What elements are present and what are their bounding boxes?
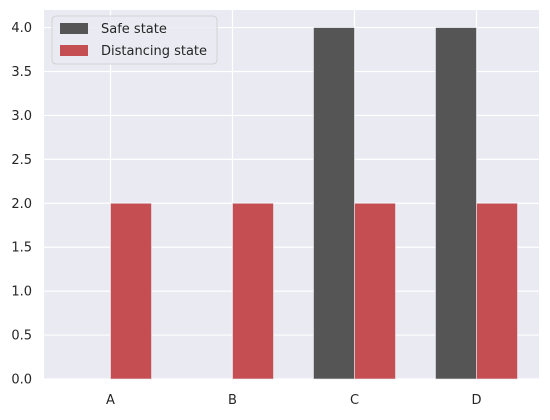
legend-label-distancing-state: Distancing state — [101, 44, 207, 59]
legend-swatch-safe-state — [60, 23, 88, 34]
legend: Safe state Distancing state — [51, 15, 218, 65]
bar-distancing-state-a — [110, 202, 152, 380]
y-tick-label: 2.0 — [11, 197, 32, 212]
y-tick-label: 2.5 — [11, 153, 32, 168]
x-tick-label: C — [350, 393, 359, 408]
y-tick-label: 1.5 — [11, 241, 32, 256]
bar-safe-state-d — [435, 27, 477, 380]
bar-distancing-state-c — [354, 202, 396, 380]
y-tick-label: 3.0 — [11, 109, 32, 124]
bar-distancing-state-d — [476, 202, 518, 380]
y-tick-label: 0.0 — [11, 373, 32, 388]
y-tick-label: 0.5 — [11, 329, 32, 344]
legend-label-safe-state: Safe state — [101, 22, 167, 37]
legend-swatch-distancing-state — [60, 45, 88, 56]
bar-safe-state-c — [313, 27, 355, 380]
legend-box — [51, 15, 218, 65]
y-tick-label: 1.0 — [11, 285, 32, 300]
bar-distancing-state-b — [232, 202, 274, 380]
x-tick-label: D — [471, 393, 481, 408]
bars — [110, 27, 518, 380]
y-tick-label: 3.5 — [11, 65, 32, 80]
x-tick-label: A — [106, 393, 115, 408]
y-tick-label: 4.0 — [11, 21, 32, 36]
x-tick-label: B — [228, 393, 237, 408]
x-tick-labels: A B C D — [106, 393, 481, 408]
y-tick-labels: 0.0 0.5 1.0 1.5 2.0 2.5 3.0 3.5 4.0 — [11, 21, 32, 387]
